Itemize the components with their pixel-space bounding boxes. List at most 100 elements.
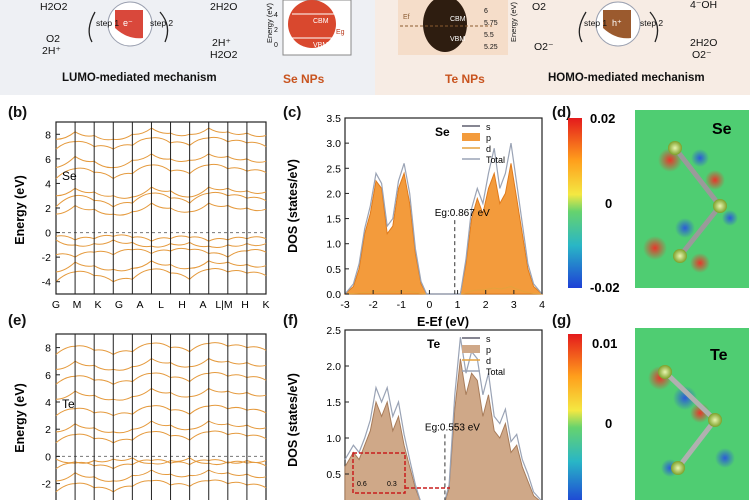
ytick-label: 2.5 — [326, 163, 341, 175]
te-atom — [671, 461, 685, 475]
se-density-red-lobe — [690, 253, 710, 273]
lumo-hplus2: 2H⁺ — [212, 37, 231, 49]
band-line — [55, 202, 267, 216]
te-dos-yticks: 0.00.51.01.52.02.5 — [326, 325, 349, 481]
te-band-ylabel: Energy (eV) — [13, 383, 27, 452]
band-line — [55, 234, 267, 242]
te-charge-density: 0.01 0 Te — [568, 328, 749, 500]
band-line — [55, 127, 267, 141]
ytick-label: 2.0 — [326, 361, 341, 373]
legend-swatch — [462, 133, 480, 141]
legend-label: p — [486, 345, 491, 355]
se-atom — [673, 249, 687, 263]
lumo-step1: step 1 — [96, 18, 120, 28]
ytick-label: 6 — [45, 154, 51, 166]
mechanism-strip — [0, 0, 750, 95]
te-band-frame — [55, 333, 267, 500]
te-colorbar-mid: 0 — [605, 416, 612, 431]
xtick-label: -2 — [368, 299, 377, 311]
se-dos-yticks: 0.0 0.5 1.0 1.5 2.0 2.5 3.0 3.5 — [326, 113, 349, 301]
te-atom — [658, 365, 672, 379]
te-inset-tick-525: 5.25 — [484, 44, 498, 51]
xtick-label: -3 — [340, 299, 349, 311]
xtick-label: 4 — [539, 299, 545, 311]
se-charge-density: 0.02 0 -0.02 Se — [568, 110, 749, 295]
band-line — [55, 136, 267, 150]
ytick-label: 0.5 — [326, 264, 341, 276]
se-atom — [668, 141, 682, 155]
te-density-blue-lobe — [673, 386, 697, 410]
xtick-label: -1 — [397, 299, 406, 311]
ytick-label: 6 — [45, 370, 51, 382]
ytick-label: 2 — [45, 203, 51, 215]
band-line — [55, 404, 267, 417]
kpoint-label: L|M — [215, 299, 232, 310]
te-inset-axis: Energy (eV) — [509, 2, 518, 43]
band-line — [55, 372, 267, 385]
dos-series-total — [344, 142, 543, 295]
band-line — [55, 191, 267, 208]
te-np-label: Te NPs — [445, 72, 485, 86]
te-colorbar — [568, 334, 582, 500]
te-inset-tick-6: 6 — [484, 8, 488, 15]
te-band-element: Te — [62, 397, 75, 411]
se-colorbar-max: 0.02 — [590, 111, 615, 126]
band-line — [55, 260, 267, 273]
te-kpoint-lines — [74, 334, 248, 500]
kpoint-label: M — [73, 299, 82, 310]
lumo-mechanism-label: LUMO-mediated mechanism — [62, 72, 217, 84]
te-dos-inset-tick-06: 0.6 — [357, 481, 367, 488]
ytick-label: 1.5 — [326, 214, 341, 226]
legend-label: Total — [486, 155, 505, 165]
band-line — [55, 186, 267, 199]
se-inset-tick-4: 4 — [274, 12, 278, 19]
band-line — [55, 267, 267, 283]
se-colorbar — [568, 118, 582, 288]
legend-label: Total — [486, 367, 505, 377]
ytick-label: 1.0 — [326, 433, 341, 445]
ytick-label: 0.0 — [326, 289, 341, 301]
se-inset-axis: Energy (eV) — [265, 3, 274, 44]
band-line — [55, 430, 267, 444]
se-dos-xlabel: E-Ef (eV) — [417, 315, 469, 329]
homo-carrier-shape — [603, 10, 631, 39]
ytick-label: 8 — [45, 343, 51, 355]
legend-label: d — [486, 356, 491, 366]
homo-step2: step 2 — [640, 18, 664, 28]
se-np-sphere — [288, 0, 336, 48]
se-density-red-lobe — [643, 236, 667, 260]
lumo-hplus: 2H⁺ — [42, 45, 61, 57]
panel-label-b: (b) — [8, 104, 28, 121]
kpoint-label: A — [199, 299, 206, 310]
kpoint-label: H — [241, 299, 249, 310]
ytick-label: 2.0 — [326, 188, 341, 200]
te-dos-inset-tick-03: 0.3 — [387, 481, 397, 488]
ytick-label: 4 — [45, 178, 51, 190]
xtick-label: 1 — [455, 299, 461, 311]
legend-label: p — [486, 133, 491, 143]
homo-h2o: 2H2O — [690, 37, 718, 49]
se-density-blue-lobe — [691, 149, 709, 167]
kpoint-label: K — [262, 299, 269, 310]
se-band-frame — [55, 121, 267, 295]
te-colorbar-max: 0.01 — [592, 336, 617, 351]
ytick-label: 1.5 — [326, 397, 341, 409]
se-band-xticks: G M K G A L H A L|M H K — [52, 299, 270, 310]
te-atom — [708, 413, 722, 427]
band-line — [55, 163, 267, 180]
ytick-label: 4 — [45, 397, 51, 409]
ytick-label: -2 — [42, 479, 51, 491]
se-np-label: Se NPs — [283, 72, 325, 86]
se-atom — [713, 199, 727, 213]
xtick-label: 0 — [427, 299, 433, 311]
kpoint-label: G — [115, 299, 123, 310]
lumo-step2: step 2 — [150, 18, 174, 28]
se-band-structure-chart: 8 6 4 2 0 -2 -4 G M K G A L H A L|M H K Energy (eV) Se — [13, 121, 270, 310]
homo-o2-radical: O2⁻ — [534, 41, 554, 53]
ytick-label: 2 — [45, 424, 51, 436]
legend-swatch — [462, 345, 480, 353]
